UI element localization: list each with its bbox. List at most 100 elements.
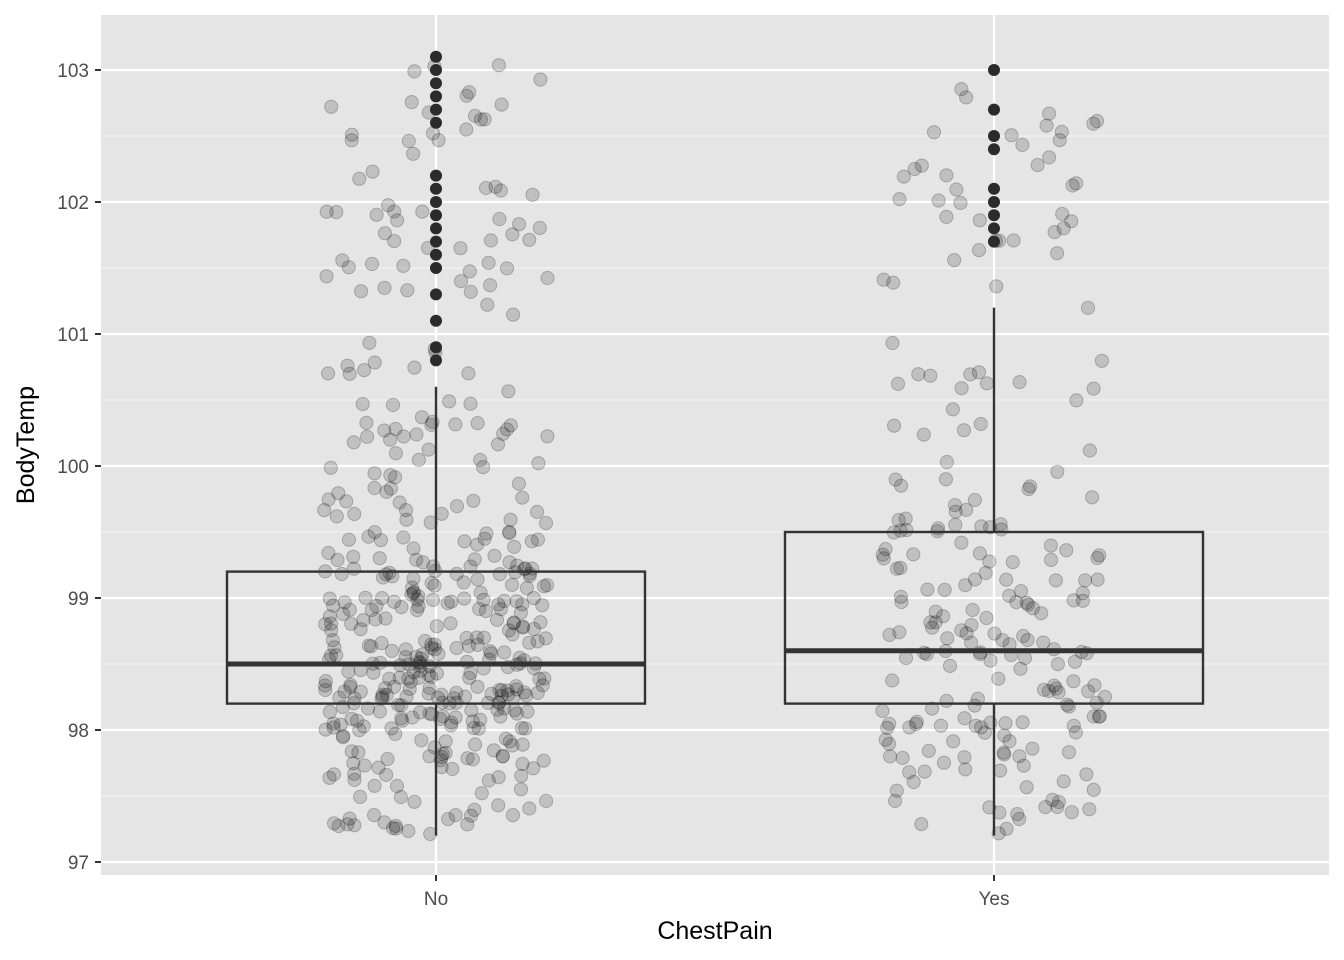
outlier-point: [988, 64, 1000, 76]
jitter-point: [536, 753, 551, 768]
jitter-point: [353, 622, 368, 637]
jitter-points: [317, 58, 1113, 842]
jitter-point: [364, 602, 379, 618]
jitter-point: [425, 592, 441, 608]
jitter-point: [979, 610, 994, 626]
jitter-point: [418, 633, 433, 649]
jitter-point: [483, 278, 498, 293]
jitter-point: [357, 758, 372, 773]
jitter-point: [946, 734, 961, 749]
jitter-point: [956, 423, 972, 438]
jitter-point: [999, 821, 1014, 836]
jitter-point: [492, 211, 507, 227]
jitter-point: [322, 704, 337, 720]
jitter-point: [963, 367, 978, 382]
jitter-point: [463, 665, 478, 681]
jitter-point: [948, 517, 963, 533]
jitter-point: [494, 97, 509, 112]
jitter-point: [893, 560, 908, 576]
jitter-point: [337, 595, 352, 610]
plot-panel: [101, 15, 1329, 875]
jitter-point: [368, 612, 383, 627]
jitter-point: [405, 710, 420, 725]
jitter-point: [875, 547, 890, 562]
jitter-point: [449, 640, 464, 656]
jitter-point: [429, 666, 445, 681]
jitter-point: [389, 778, 405, 794]
jitter-point: [495, 749, 510, 764]
jitter-point: [445, 761, 460, 777]
jitter-point: [434, 687, 449, 702]
jitter-point: [396, 429, 411, 444]
jitter-point: [909, 714, 924, 730]
jitter-point: [1012, 749, 1027, 764]
jitter-point: [356, 613, 371, 628]
jitter-point: [491, 58, 506, 73]
jitter-point: [920, 582, 935, 597]
jitter-point: [400, 283, 415, 298]
jitter-point: [948, 504, 963, 519]
jitter-point: [1066, 593, 1081, 608]
jitter-point: [329, 509, 344, 524]
jitter-point: [959, 626, 974, 641]
outlier-point: [988, 130, 1000, 142]
jitter-point: [535, 678, 550, 693]
jitter-point: [949, 182, 964, 197]
jitter-point: [453, 241, 468, 256]
jitter-point: [1066, 674, 1081, 689]
jitter-point: [921, 743, 936, 759]
jitter-point: [390, 213, 405, 228]
jitter-point: [375, 591, 390, 606]
jitter-point: [340, 358, 355, 373]
jitter-point: [891, 513, 906, 528]
jitter-point: [882, 716, 897, 731]
jitter-point: [367, 466, 382, 481]
jitter-point: [387, 234, 402, 249]
jitter-point: [401, 671, 416, 686]
jitter-point: [403, 674, 418, 689]
jitter-point: [509, 682, 524, 697]
jitter-point: [515, 490, 530, 505]
jitter-point: [379, 767, 394, 783]
jitter-point: [526, 761, 541, 776]
jitter-point: [493, 602, 508, 617]
jitter-point: [978, 565, 993, 581]
jitter-point: [511, 476, 527, 491]
jitter-point: [354, 284, 369, 299]
y-tick-label: 100: [57, 457, 89, 478]
jitter-point: [405, 580, 420, 595]
jitter-point: [1086, 782, 1101, 798]
x-axis-title: ChestPain: [657, 917, 772, 945]
jitter-point: [931, 193, 946, 208]
jitter-point: [388, 470, 403, 485]
jitter-point: [501, 687, 516, 702]
jitter-point: [416, 555, 431, 570]
jitter-point: [453, 274, 469, 289]
jitter-point: [898, 650, 914, 666]
jitter-point: [953, 195, 968, 210]
jitter-point: [446, 691, 462, 706]
jitter-point: [463, 808, 479, 823]
jitter-point: [1065, 178, 1080, 193]
outlier-point: [430, 50, 442, 63]
jitter-point: [346, 549, 361, 564]
jitter-point: [1036, 682, 1052, 697]
outlier-point: [430, 169, 442, 182]
jitter-point: [875, 703, 890, 719]
jitter-point: [1044, 552, 1059, 568]
jitter-point: [914, 817, 929, 832]
box-iqr: [783, 530, 1205, 705]
jitter-point: [466, 493, 481, 508]
jitter-point: [1067, 654, 1083, 669]
jitter-point: [535, 598, 550, 613]
jitter-point: [888, 793, 903, 809]
jitter-point: [893, 523, 908, 538]
jitter-point: [476, 592, 491, 607]
y-tick-label: 98: [68, 721, 89, 742]
jitter-point: [1078, 573, 1093, 588]
jitter-point: [317, 678, 333, 693]
jitter-point: [459, 88, 474, 103]
outlier-point: [430, 64, 442, 76]
jitter-point: [503, 418, 518, 433]
